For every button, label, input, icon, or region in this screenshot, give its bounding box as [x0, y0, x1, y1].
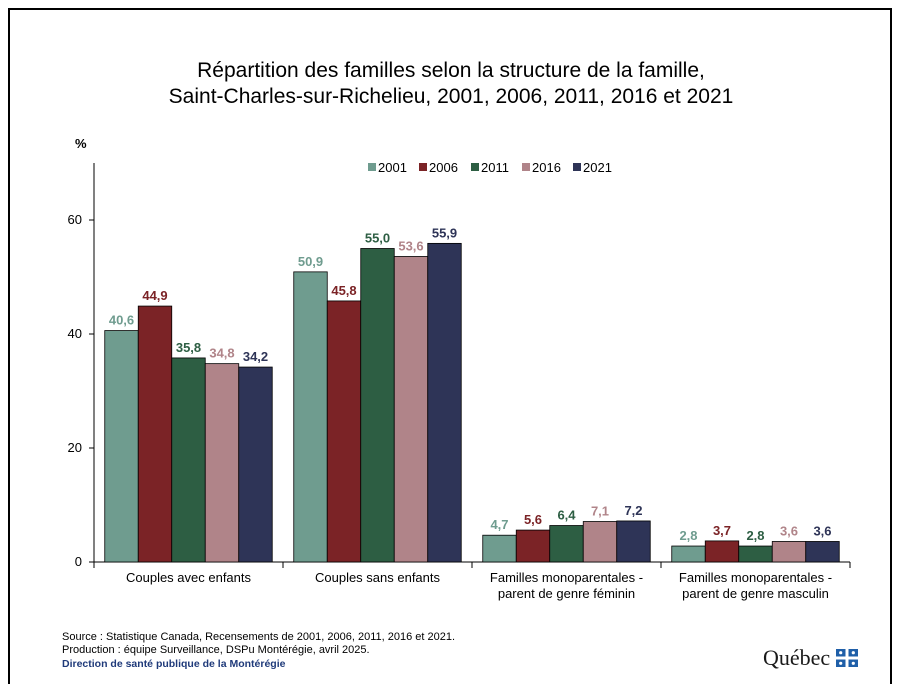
data-label: 6,4	[557, 508, 576, 523]
legend-swatch	[368, 163, 376, 171]
bar	[427, 242, 462, 563]
data-label: 7,1	[591, 504, 609, 519]
bar	[549, 525, 584, 563]
data-label: 3,7	[713, 523, 731, 538]
bar	[326, 300, 362, 563]
chart-title-line-2: Saint-Charles-sur-Richelieu, 2001, 2006,…	[168, 85, 734, 108]
legend-swatch	[573, 163, 581, 171]
category-label: Couples avec enfants	[126, 570, 252, 585]
data-label: 2,8	[746, 528, 764, 543]
category-label: Familles monoparentales -	[679, 570, 832, 585]
category-label: Familles monoparentales -	[490, 570, 643, 585]
data-label: 55,0	[365, 231, 390, 246]
category-label: Couples sans enfants	[315, 570, 441, 585]
data-label: 35,8	[176, 340, 201, 355]
data-label: 44,9	[142, 288, 167, 303]
bar	[293, 271, 328, 563]
data-label: 7,2	[624, 503, 642, 518]
legend-swatch	[419, 163, 427, 171]
bar	[582, 521, 618, 563]
data-label: 34,2	[243, 349, 268, 364]
bar	[482, 534, 517, 563]
bar	[738, 545, 773, 563]
data-label: 3,6	[813, 523, 831, 538]
legend-label: 2016	[532, 160, 561, 175]
y-tick-label: 60	[68, 212, 82, 227]
bar	[704, 540, 740, 563]
data-label: 2,8	[679, 528, 697, 543]
data-label: 55,9	[432, 225, 457, 240]
category-label: parent de genre féminin	[498, 586, 635, 601]
bar	[616, 520, 651, 563]
legend-label: 2001	[378, 160, 407, 175]
department-name: Direction de santé publique de la Montér…	[62, 658, 286, 670]
data-label: 4,7	[490, 517, 508, 532]
data-label: 34,8	[209, 346, 234, 361]
y-tick-label: 20	[68, 440, 82, 455]
chart-title: Répartition des familles selon la struct…	[0, 58, 902, 110]
legend-swatch	[471, 163, 479, 171]
y-tick-label: 40	[68, 326, 82, 341]
data-label: 40,6	[109, 313, 134, 328]
data-label: 50,9	[298, 254, 323, 269]
y-tick-label: 0	[75, 554, 82, 569]
legend-label: 2006	[429, 160, 458, 175]
data-label: 5,6	[524, 512, 542, 527]
bar	[805, 541, 840, 563]
bar	[238, 366, 273, 563]
quebec-flag-icon	[836, 649, 859, 667]
source-note: Source : Statistique Canada, Recensement…	[62, 631, 456, 643]
legend-swatch	[522, 163, 530, 171]
legend-label: 2011	[481, 160, 509, 175]
data-label: 3,6	[780, 523, 798, 538]
bar	[393, 256, 429, 563]
quebec-logo: Québec	[763, 645, 859, 671]
legend-label: 2021	[583, 160, 612, 175]
bar	[137, 305, 173, 563]
production-note: Production : équipe Surveillance, DSPu M…	[62, 644, 370, 656]
data-label: 53,6	[398, 238, 423, 253]
logo-wordmark: Québec	[763, 645, 831, 670]
bar	[204, 363, 240, 563]
bar	[515, 529, 551, 563]
category-label: parent de genre masculin	[682, 586, 829, 601]
data-label: 45,8	[331, 283, 356, 298]
bar	[104, 330, 139, 563]
slide-frame	[8, 8, 892, 684]
bar	[171, 357, 206, 563]
footer: Source : Statistique Canada, Recensement…	[62, 631, 455, 671]
y-axis-unit-label: %	[75, 136, 87, 151]
bar	[671, 545, 706, 563]
bar	[771, 541, 807, 563]
bar	[360, 248, 395, 563]
chart-title-line-1: Répartition des familles selon la struct…	[197, 59, 705, 82]
